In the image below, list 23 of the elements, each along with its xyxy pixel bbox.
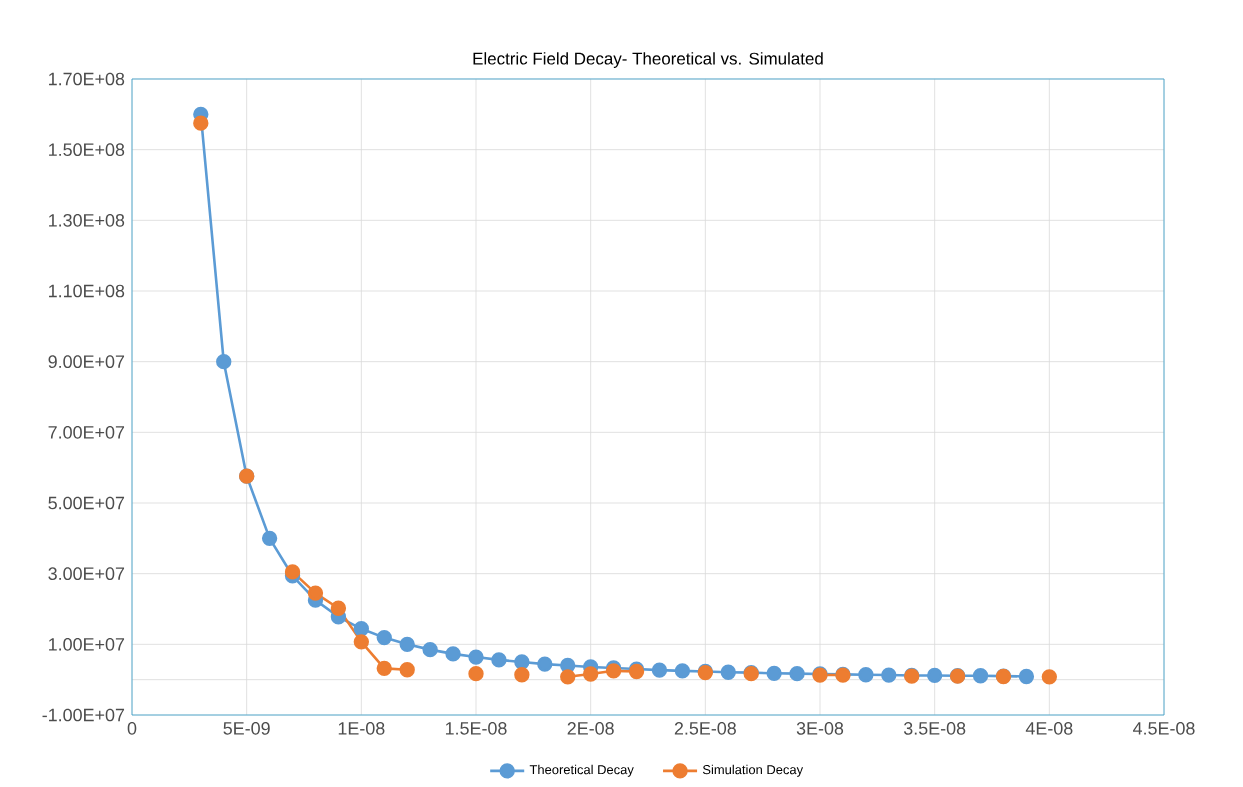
y-tick-label: -1.00E+07	[42, 708, 125, 722]
y-tick-label: 7.00E+07	[48, 425, 125, 439]
x-tick-label: 0	[127, 722, 137, 735]
y-tick-label: 1.00E+07	[49, 637, 125, 651]
y-tick-label: 1.30E+08	[49, 213, 125, 227]
x-tick-label: 4E-08	[1025, 722, 1073, 735]
x-tick-label: 2E-08	[567, 722, 614, 735]
x-tick-label: 2.5E-08	[674, 722, 736, 735]
y-tick-label: 9.00E+07	[48, 355, 125, 369]
legend-label: Simulation Decay	[702, 764, 804, 777]
y-tick-label: 1.70E+08	[49, 72, 125, 86]
chart-title: Electric Field Decay- Theoretical vs. Simulated	[473, 52, 823, 68]
x-tick-label: 3.5E-08	[903, 722, 966, 735]
x-tick-label: 3E-08	[796, 722, 844, 735]
y-tick-label: 5.00E+07	[48, 496, 125, 510]
y-tick-label: 3.00E+07	[48, 567, 125, 581]
x-tick-label: 1E-08	[338, 722, 385, 735]
x-tick-label: 1.5E-08	[445, 722, 507, 735]
y-tick-label: 1.10E+08	[49, 284, 125, 298]
y-tick-label: 1.50E+08	[49, 143, 125, 157]
x-tick-label: 5E-09	[223, 722, 270, 735]
legend-label: Theoretical Decay	[529, 764, 634, 777]
x-tick-label: 4.5E-08	[1133, 722, 1195, 735]
